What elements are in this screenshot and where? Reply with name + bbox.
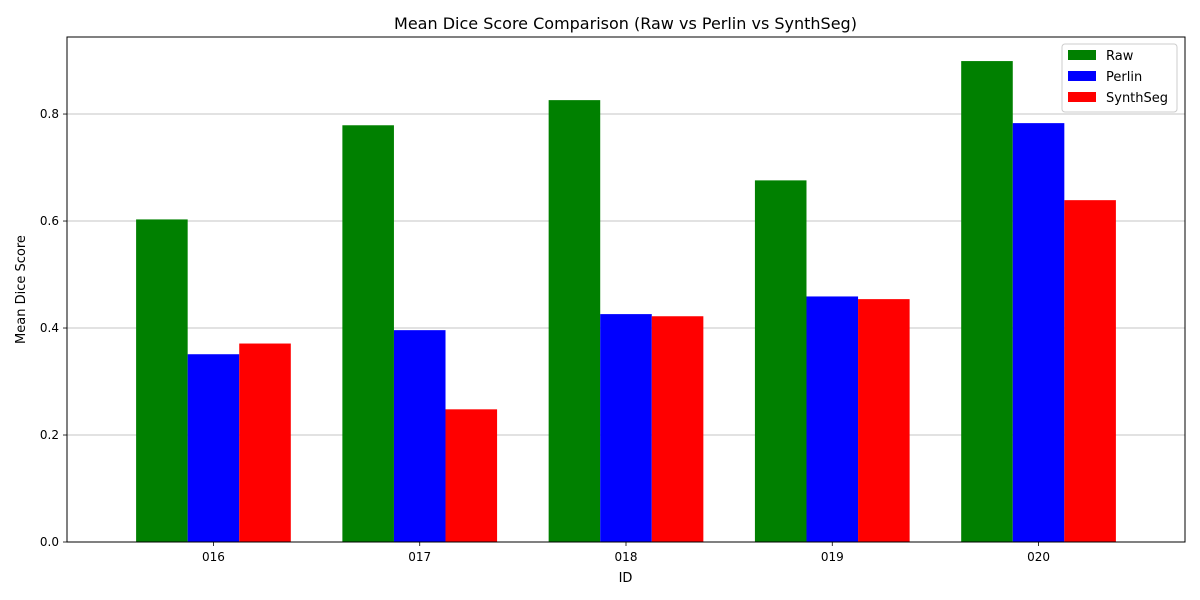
y-tick-label: 0.2: [40, 428, 59, 442]
bar-raw-016: [136, 219, 188, 543]
bar-synthseg-019: [858, 299, 910, 542]
legend-label-raw: Raw: [1106, 49, 1134, 64]
bar-raw-017: [342, 125, 394, 542]
x-tick-label: 016: [202, 550, 225, 564]
bars: [136, 61, 1116, 543]
x-axis-label: ID: [619, 571, 633, 586]
legend-swatch-raw: [1068, 50, 1096, 60]
x-axis-ticks: 016 017 018 019 020: [202, 542, 1050, 564]
bar-perlin-018: [600, 314, 652, 542]
y-tick-label: 0.8: [40, 107, 59, 121]
bar-synthseg-016: [239, 343, 291, 542]
legend-label-perlin: Perlin: [1106, 70, 1142, 85]
bar-raw-020: [961, 61, 1013, 543]
bar-perlin-017: [393, 330, 446, 542]
legend-swatch-synthseg: [1068, 92, 1096, 102]
bar-perlin-019: [806, 296, 859, 542]
bar-perlin-020: [1012, 123, 1065, 543]
y-tick-label: 0.4: [40, 321, 59, 335]
x-tick-label: 018: [615, 550, 638, 564]
legend-label-synthseg: SynthSeg: [1106, 91, 1168, 106]
x-tick-label: 020: [1027, 550, 1050, 564]
x-tick-label: 017: [408, 550, 431, 564]
legend-swatch-perlin: [1068, 71, 1096, 81]
y-tick-label: 0.0: [40, 535, 59, 549]
y-tick-label: 0.6: [40, 214, 59, 228]
legend: Raw Perlin SynthSeg: [1061, 43, 1178, 113]
bar-perlin-016: [187, 354, 240, 542]
bar-raw-018: [548, 100, 601, 542]
y-axis-ticks: 0.0 0.2 0.4 0.6 0.8: [40, 107, 67, 549]
y-axis-label: Mean Dice Score: [14, 235, 29, 344]
bar-synthseg-017: [445, 409, 498, 542]
chart-title: Mean Dice Score Comparison (Raw vs Perli…: [394, 14, 857, 33]
bar-synthseg-020: [1064, 200, 1116, 542]
bar-synthseg-018: [651, 316, 704, 542]
x-tick-label: 019: [821, 550, 844, 564]
bar-raw-019: [754, 180, 807, 542]
